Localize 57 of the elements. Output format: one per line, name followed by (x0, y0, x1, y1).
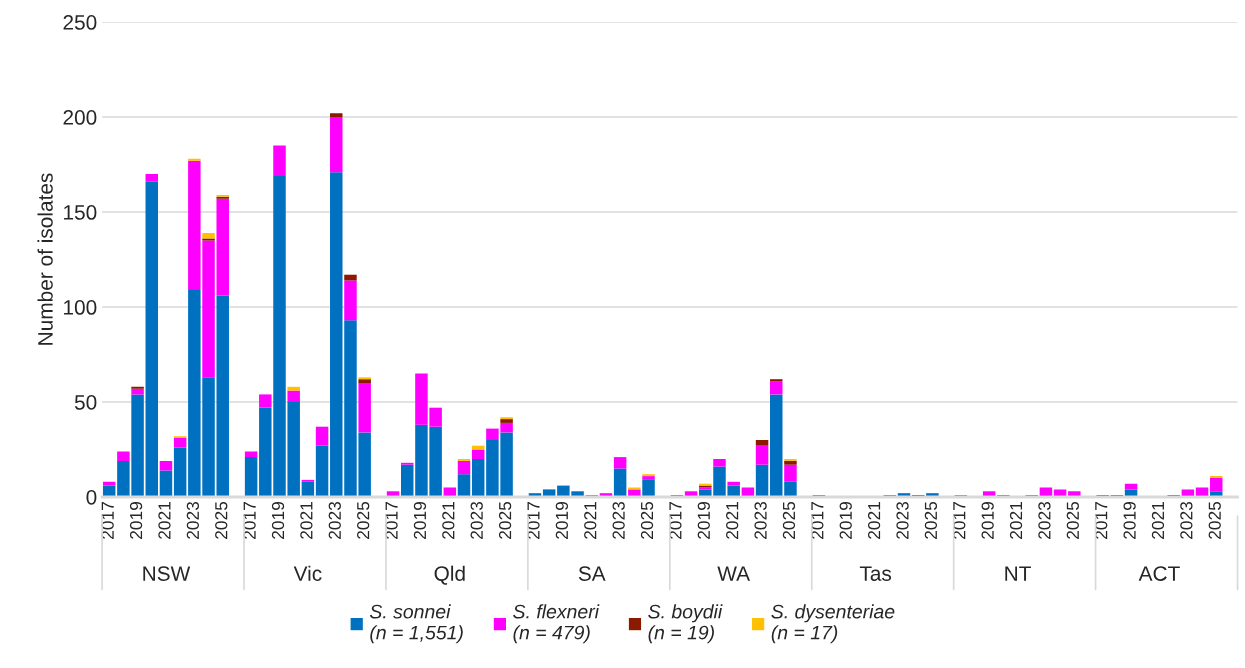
x-tick-label: 2023 (754, 501, 767, 539)
text: SA (578, 566, 606, 581)
x-tick-label: 2017 (669, 502, 682, 539)
x-tick-label: 2017 (527, 502, 540, 539)
legend-label: S. sonnei (n = 1,551) (369, 604, 463, 644)
x-tick-label: 2025 (215, 501, 228, 539)
x-tick-label: 2023 (896, 501, 909, 539)
text: NT (1005, 566, 1031, 581)
x-tick-label: 2025 (640, 501, 654, 539)
x-tick-label: 2023 (328, 501, 341, 539)
legend-label: S. dysenteriae (n = 17) (771, 604, 895, 644)
x-tick-label: 2021 (726, 502, 739, 539)
x-tick-label: 2021 (1009, 502, 1023, 539)
x-tick-label: 2025 (924, 501, 938, 539)
x-tick-label: 2025 (782, 501, 796, 539)
x-tick-label: 2023 (1180, 501, 1193, 539)
x-tick-label: 2021 (442, 502, 455, 539)
x-tick-label: 2025 (498, 501, 512, 539)
x-tick-label: 2019 (129, 501, 143, 539)
text: NSW (143, 566, 191, 581)
x-tick-label: 2023 (1038, 501, 1051, 539)
x-tick-label: 2017 (243, 502, 256, 539)
x-tick-label: 2019 (413, 501, 427, 539)
y-tick-label: 100 (64, 300, 97, 315)
x-tick-label: 2019 (697, 501, 710, 539)
y-tick-label: 50 (74, 395, 97, 410)
text: Vic (293, 565, 322, 581)
legend-label: S. flexneri (n = 479) (513, 604, 600, 644)
text: Qld (434, 565, 465, 585)
x-tick-label: 2019 (1123, 501, 1136, 539)
x-tick-label: 2021 (584, 502, 597, 539)
text: ACT (1138, 566, 1180, 581)
x-tick-label: 2019 (981, 501, 994, 539)
x-tick-label: 2023 (186, 501, 199, 539)
legend-label: S. boydii (n = 19) (648, 604, 723, 644)
text: Tas (859, 566, 892, 581)
x-tick-label: 2025 (1066, 501, 1079, 539)
y-tick-label: 250 (63, 15, 97, 30)
x-tick-label: 2021 (158, 502, 171, 539)
x-tick-label: 2021 (1151, 502, 1165, 539)
x-tick-label: 2019 (555, 501, 569, 539)
y-axis-title: Number of isolates (37, 173, 53, 345)
y-tick-label: 150 (64, 205, 97, 220)
x-tick-label: 2017 (811, 502, 824, 539)
y-tick-label: 0 (86, 489, 97, 505)
x-tick-label: 2025 (1208, 501, 1221, 539)
x-tick-label: 2019 (271, 501, 285, 539)
y-tick-label: 200 (63, 110, 97, 125)
text: WA (717, 566, 751, 581)
x-tick-label: 2017 (385, 502, 398, 539)
x-tick-label: 2019 (839, 501, 852, 539)
x-tick-label: 2021 (300, 502, 313, 539)
x-tick-label: 2023 (470, 501, 483, 539)
x-tick-label: 2017 (101, 502, 114, 539)
x-tick-label: 2021 (867, 502, 881, 539)
x-tick-label: 2025 (357, 501, 370, 539)
x-tick-label: 2023 (612, 501, 625, 539)
